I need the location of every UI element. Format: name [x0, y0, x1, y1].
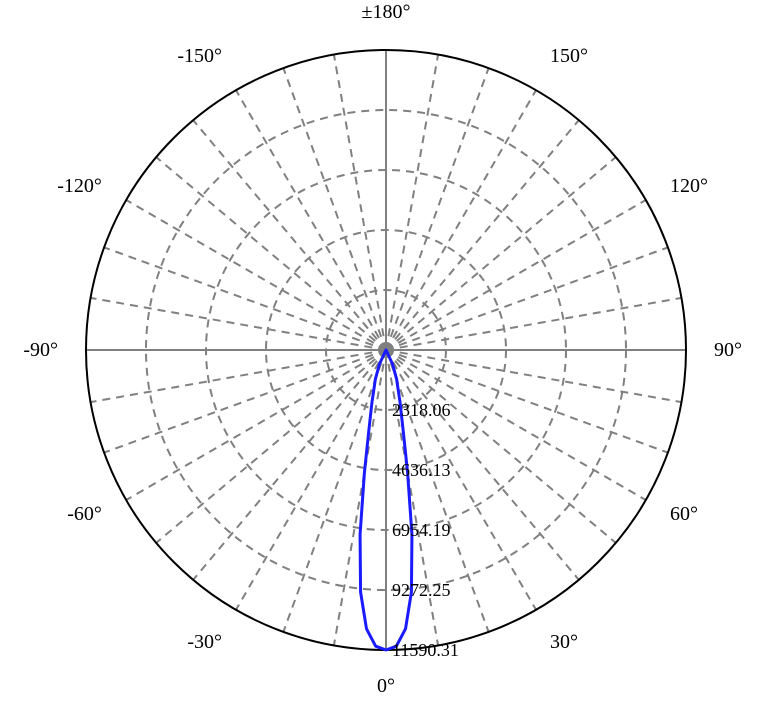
angle-label: 60°	[670, 503, 698, 525]
angle-label: 90°	[714, 339, 742, 361]
grid-spoke	[386, 55, 438, 350]
angle-label: 120°	[670, 175, 708, 197]
radial-tick-label: 9272.25	[392, 580, 451, 600]
angle-label: -120°	[57, 175, 102, 197]
radial-tick-label: 6954.19	[392, 520, 451, 540]
angle-label: -150°	[177, 45, 222, 67]
angle-label: -90°	[23, 339, 58, 361]
radial-tick-label: 11590.31	[392, 640, 459, 660]
grid-spoke	[386, 350, 681, 402]
angle-label: 0°	[377, 675, 395, 697]
grid-spoke	[283, 68, 386, 350]
radial-tick-label: 2318.06	[392, 400, 451, 420]
grid-spoke	[386, 298, 681, 350]
grid-spoke	[334, 55, 386, 350]
grid-spoke	[386, 350, 438, 645]
grid-spoke	[104, 350, 386, 453]
angle-label: ±180°	[362, 1, 411, 23]
angle-label: -60°	[67, 503, 102, 525]
angle-label: 150°	[550, 45, 588, 67]
grid-spoke	[91, 350, 386, 402]
grid-spoke	[91, 298, 386, 350]
grid-spoke	[386, 68, 489, 350]
angle-label: 30°	[550, 631, 578, 653]
polar-chart: 2318.06 4636.13 6954.19 9272.25 11590.31 ±180…	[0, 0, 772, 701]
angle-label: -30°	[187, 631, 222, 653]
grid-spoke	[104, 247, 386, 350]
radial-tick-label: 4636.13	[392, 460, 451, 480]
grid-spoke	[334, 350, 386, 645]
